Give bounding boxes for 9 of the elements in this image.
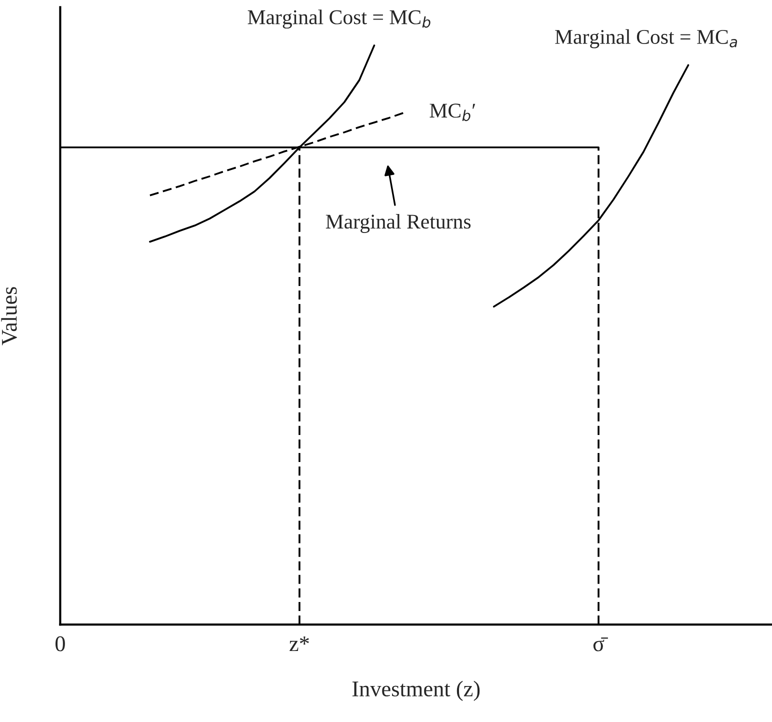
- x-tick-label: z*: [290, 636, 309, 652]
- y-axis-title: Values: [1, 287, 17, 346]
- x-tick-label: 0: [56, 636, 65, 652]
- series-label: MC$_{b}$′: [430, 104, 476, 122]
- annotation: Marginal Returns: [326, 214, 471, 233]
- text: Marginal Cost = MC$_{a}$: [555, 29, 738, 48]
- x-axis-title: Investment (z): [352, 680, 480, 701]
- text: Marginal Cost = MC$_{b}$: [248, 10, 430, 29]
- x-tick-label: σ̄: [593, 638, 608, 652]
